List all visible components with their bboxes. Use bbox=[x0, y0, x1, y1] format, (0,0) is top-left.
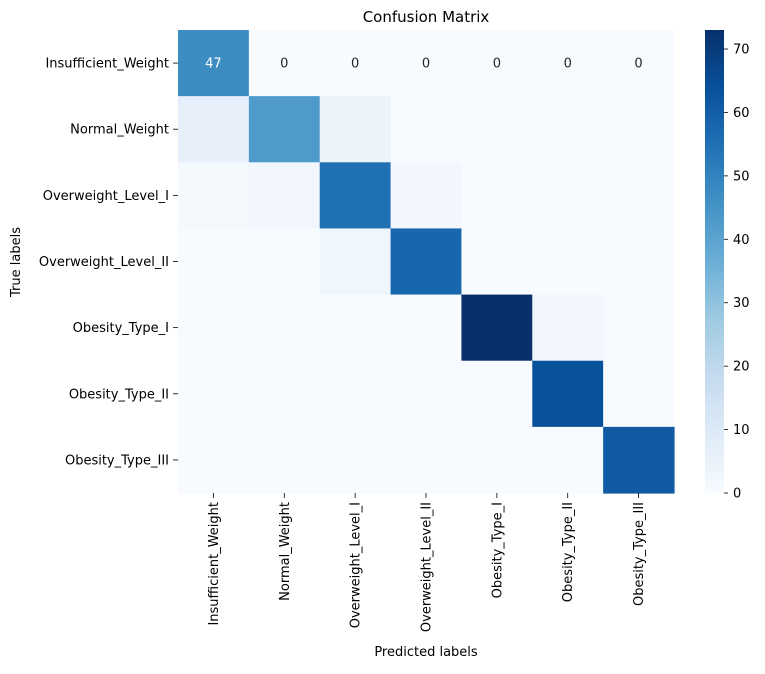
heatmap-cell bbox=[461, 30, 533, 97]
heatmap-cell bbox=[461, 426, 533, 494]
heatmap-cell bbox=[248, 228, 321, 296]
x-tick-label: Obesity_Type_II bbox=[561, 502, 576, 602]
heatmap-cell bbox=[319, 30, 392, 97]
heatmap-cell bbox=[461, 96, 533, 163]
cell-annotations: 47 0 0 0 0 0 0 bbox=[205, 57, 643, 72]
x-tick-label: Insufficient_Weight bbox=[207, 502, 222, 626]
heatmap-cell bbox=[461, 162, 533, 230]
x-tick-label: Obesity_Type_III bbox=[632, 502, 647, 606]
colorbar-tick-label: 30 bbox=[733, 296, 750, 311]
heatmap-cells bbox=[178, 30, 675, 494]
heatmap-cell bbox=[178, 228, 250, 296]
cell-annotation: 47 bbox=[205, 57, 222, 72]
heatmap-cell bbox=[603, 228, 675, 296]
heatmap-cell bbox=[603, 426, 675, 494]
y-tick-label: Obesity_Type_II bbox=[69, 387, 169, 402]
y-tick-label: Insufficient_Weight bbox=[45, 57, 169, 72]
heatmap-cell bbox=[178, 360, 250, 428]
heatmap-cell bbox=[178, 294, 250, 362]
x-tick-label: Normal_Weight bbox=[278, 502, 293, 601]
heatmap-cell bbox=[178, 30, 250, 97]
heatmap-cell bbox=[390, 294, 463, 362]
y-tick-label: Overweight_Level_II bbox=[39, 255, 169, 270]
heatmap-cell bbox=[178, 162, 250, 230]
y-tick-label: Overweight_Level_I bbox=[43, 189, 169, 204]
heatmap-cell bbox=[532, 30, 604, 97]
cell-annotation: 0 bbox=[564, 57, 572, 72]
heatmap-cell bbox=[248, 294, 321, 362]
heatmap-cell bbox=[248, 162, 321, 230]
heatmap-cell bbox=[532, 228, 604, 296]
y-tick-label: Obesity_Type_III bbox=[65, 453, 169, 468]
heatmap-cell bbox=[248, 426, 321, 494]
heatmap-cell bbox=[248, 360, 321, 428]
heatmap-cell bbox=[319, 360, 392, 428]
colorbar-tick-label: 20 bbox=[733, 360, 750, 375]
heatmap-cell bbox=[390, 360, 463, 428]
colorbar-tick-label: 10 bbox=[733, 423, 750, 438]
heatmap-cell bbox=[461, 294, 533, 362]
chart-title: Confusion Matrix bbox=[363, 8, 490, 26]
colorbar-tick-label: 40 bbox=[733, 233, 750, 248]
y-axis-label: True labels bbox=[9, 227, 24, 298]
heatmap-cell bbox=[603, 30, 675, 97]
colorbar-ticks: 0 10 20 30 40 50 60 70 bbox=[724, 43, 750, 502]
y-axis-ticks: Insufficient_Weight Normal_Weight Overweig… bbox=[39, 57, 178, 468]
cell-annotation: 0 bbox=[280, 57, 288, 72]
heatmap-cell bbox=[390, 30, 463, 97]
heatmap-cell bbox=[390, 162, 463, 230]
x-axis-ticks: Insufficient_Weight Normal_Weight Overweig… bbox=[207, 493, 647, 632]
heatmap-cell bbox=[603, 96, 675, 163]
heatmap-cell bbox=[319, 426, 392, 494]
x-tick-label: Overweight_Level_II bbox=[420, 502, 435, 632]
heatmap-cell bbox=[532, 426, 604, 494]
heatmap-cell bbox=[532, 294, 604, 362]
heatmap-cell bbox=[319, 294, 392, 362]
cell-annotation: 0 bbox=[634, 57, 642, 72]
x-tick-label: Obesity_Type_I bbox=[490, 502, 505, 598]
cell-annotation: 0 bbox=[351, 57, 359, 72]
heatmap-cell bbox=[461, 228, 533, 296]
heatmap-cell bbox=[461, 360, 533, 428]
heatmap-cell bbox=[248, 30, 321, 97]
heatmap-cell bbox=[178, 96, 250, 163]
x-tick-label: Overweight_Level_I bbox=[349, 502, 364, 628]
colorbar bbox=[705, 30, 724, 493]
y-tick-label: Normal_Weight bbox=[70, 123, 169, 138]
cell-annotation: 0 bbox=[493, 57, 501, 72]
x-axis-label: Predicted labels bbox=[374, 645, 478, 660]
heatmap-cell bbox=[178, 426, 250, 494]
heatmap-cell bbox=[532, 360, 604, 428]
heatmap-cell bbox=[603, 294, 675, 362]
y-tick-label: Obesity_Type_I bbox=[73, 321, 169, 336]
heatmap-cell bbox=[319, 96, 392, 163]
heatmap-cell bbox=[603, 162, 675, 230]
heatmap-cell bbox=[390, 426, 463, 494]
colorbar-tick-label: 70 bbox=[733, 43, 750, 58]
colorbar-tick-label: 60 bbox=[733, 106, 750, 121]
heatmap-cell bbox=[248, 96, 321, 163]
heatmap-cell bbox=[603, 360, 675, 428]
heatmap-cell bbox=[532, 162, 604, 230]
heatmap-cell bbox=[390, 96, 463, 163]
heatmap-cell bbox=[319, 228, 392, 296]
heatmap-cell bbox=[390, 228, 463, 296]
colorbar-tick-label: 0 bbox=[733, 487, 741, 502]
colorbar-tick-label: 50 bbox=[733, 169, 750, 184]
heatmap-cell bbox=[319, 162, 392, 230]
cell-annotation: 0 bbox=[422, 57, 430, 72]
heatmap-cell bbox=[532, 96, 604, 163]
